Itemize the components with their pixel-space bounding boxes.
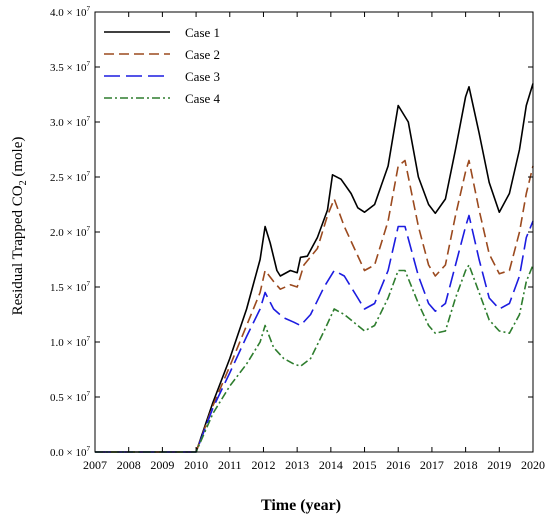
y-tick-label: 1.5 × 107 xyxy=(50,280,90,294)
axes-layer xyxy=(94,11,534,453)
x-tick-label: 2013 xyxy=(285,458,309,472)
x-tick-label: 2015 xyxy=(353,458,377,472)
series-line-case-3 xyxy=(95,214,534,453)
x-tick-label: 2020 xyxy=(521,458,545,472)
x-tick-label: 2014 xyxy=(319,458,343,472)
y-tick-label: 4.0 × 107 xyxy=(50,5,90,19)
x-tick-label: 2009 xyxy=(150,458,174,472)
x-tick-label: 2019 xyxy=(487,458,511,472)
legend-label-case-4: Case 4 xyxy=(185,91,221,106)
plot-frame xyxy=(94,11,534,453)
y-tick-label: 2.0 × 107 xyxy=(50,225,90,239)
series-line-case-1 xyxy=(95,83,534,453)
x-tick-label: 2010 xyxy=(184,458,208,472)
y-tick-label: 0.0 × 107 xyxy=(50,445,90,459)
ticks-layer: 2007 2008 2009 2010 2011 2012 2013 2014 2015 2016… xyxy=(50,5,545,472)
legend-label-case-3: Case 3 xyxy=(185,69,220,84)
series-layer xyxy=(95,83,534,453)
x-tick-label: 2016 xyxy=(386,458,410,472)
y-tick-label: 3.5 × 107 xyxy=(50,60,90,74)
x-tick-label: 2008 xyxy=(117,458,141,472)
x-axis-label: Time (year) xyxy=(261,497,341,514)
y-axis-label-subscript: 2 xyxy=(18,180,29,185)
legend-label-case-2: Case 2 xyxy=(185,47,220,62)
x-tick-label: 2012 xyxy=(251,458,275,472)
x-tick-label: 2011 xyxy=(218,458,242,472)
x-tick-label: 2007 xyxy=(83,458,107,472)
legend-label-case-1: Case 1 xyxy=(185,25,220,40)
series-line-case-2 xyxy=(95,159,534,453)
legend: Case 1 Case 2 Case 3 Case 4 xyxy=(104,25,221,106)
y-tick-label: 0.5 × 107 xyxy=(50,390,90,404)
x-tick-label: 2018 xyxy=(454,458,478,472)
y-axis-label: Residual Trapped CO2 (mole) xyxy=(10,137,29,316)
series-line-case-4 xyxy=(95,264,534,453)
y-axis-label-main: Residual Trapped CO xyxy=(10,185,26,315)
y-axis-label-unit: (mole) xyxy=(10,137,26,181)
y-tick-label: 2.5 × 107 xyxy=(50,170,90,184)
y-tick-label: 3.0 × 107 xyxy=(50,115,90,129)
x-tick-label: 2017 xyxy=(420,458,444,472)
y-tick-label: 1.0 × 107 xyxy=(50,335,90,349)
